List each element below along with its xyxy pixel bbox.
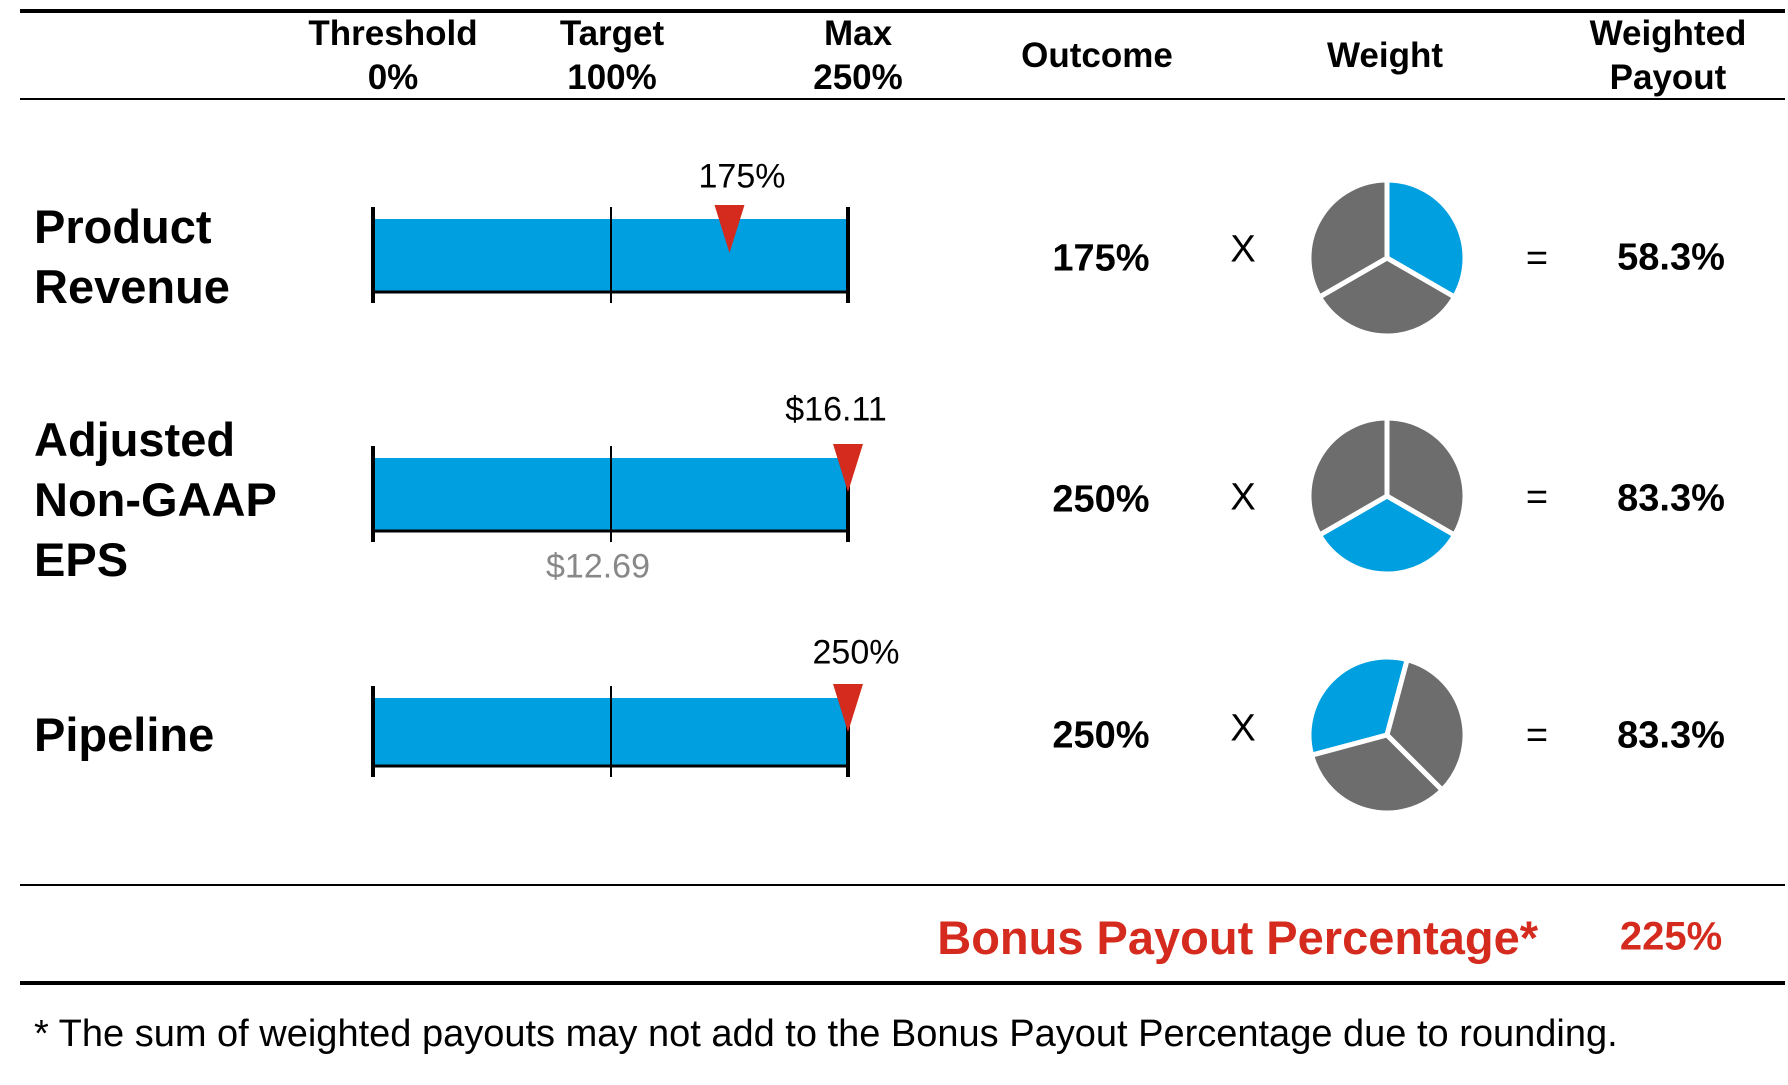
row-label-eps: Adjusted Non-GAAP EPS bbox=[34, 410, 277, 590]
header-threshold-value: 0% bbox=[367, 58, 419, 97]
equals-row1: = bbox=[1525, 237, 1549, 280]
header-threshold: Threshold 0% bbox=[308, 12, 477, 100]
header-weighted-payout: Weighted Payout bbox=[1590, 12, 1747, 100]
marker-label-row1: 175% bbox=[698, 157, 786, 196]
weighted-payout-row3: 83.3% bbox=[1617, 714, 1725, 757]
other-slice bbox=[1316, 255, 1458, 339]
equals-row2: = bbox=[1525, 476, 1549, 519]
row-label-line: Revenue bbox=[34, 260, 230, 313]
row-label-pipeline: Pipeline bbox=[34, 705, 214, 765]
row-label-product-revenue: Product Revenue bbox=[34, 197, 230, 317]
header-target: Target 100% bbox=[560, 12, 664, 100]
footnote: * The sum of weighted payouts may not ad… bbox=[34, 1013, 1618, 1055]
header-max-value: 250% bbox=[813, 58, 903, 97]
weighted-payout-row1: 58.3% bbox=[1617, 236, 1725, 279]
header-weight: Weight bbox=[1326, 36, 1444, 75]
top-rule bbox=[20, 9, 1785, 13]
times-row1: X bbox=[1230, 228, 1256, 271]
header-weighted-payout-line2: Payout bbox=[1609, 58, 1727, 97]
footer-rule bbox=[20, 981, 1785, 985]
weight-slice bbox=[1306, 654, 1410, 758]
header-outcome: Outcome bbox=[1021, 36, 1173, 75]
outcome-row2: 250% bbox=[1052, 478, 1150, 521]
weighted-payout-row2: 83.3% bbox=[1617, 477, 1725, 520]
header-threshold-label: Threshold bbox=[308, 14, 478, 53]
weight-slice bbox=[1316, 493, 1458, 577]
other-slice bbox=[1306, 415, 1390, 538]
header-target-label: Target bbox=[559, 14, 665, 53]
row-label-line: Non-GAAP bbox=[34, 473, 277, 526]
row-label-line: Product bbox=[34, 200, 212, 253]
times-row3: X bbox=[1230, 707, 1256, 750]
marker-label-row3: 250% bbox=[812, 633, 900, 672]
outcome-row1: 175% bbox=[1052, 237, 1150, 280]
bonus-payout-label: Bonus Payout Percentage* bbox=[937, 911, 1538, 964]
other-slice bbox=[1384, 415, 1468, 538]
other-slice bbox=[1309, 732, 1445, 816]
outcome-row3: 250% bbox=[1052, 714, 1150, 757]
bonus-payout-value: 225% bbox=[1619, 914, 1723, 959]
header-max: Max 250% bbox=[813, 12, 903, 100]
row-label-line: EPS bbox=[34, 533, 129, 586]
target-label-row2: $12.69 bbox=[546, 547, 650, 586]
equals-row3: = bbox=[1525, 714, 1549, 757]
header-weighted-payout-line1: Weighted bbox=[1589, 14, 1747, 53]
header-max-label: Max bbox=[823, 14, 893, 53]
row-label-line: Pipeline bbox=[34, 708, 215, 761]
marker-label-row2: $16.11 bbox=[785, 390, 887, 429]
times-row2: X bbox=[1230, 476, 1256, 519]
outcome-marker bbox=[833, 444, 863, 492]
header-target-value: 100% bbox=[567, 58, 657, 97]
outcome-marker bbox=[714, 205, 745, 253]
total-rule bbox=[20, 884, 1785, 886]
row-label-line: Adjusted bbox=[34, 413, 236, 466]
other-slice bbox=[1384, 657, 1468, 793]
other-slice bbox=[1306, 177, 1390, 300]
outcome-marker bbox=[833, 684, 863, 732]
header-rule bbox=[20, 98, 1785, 100]
